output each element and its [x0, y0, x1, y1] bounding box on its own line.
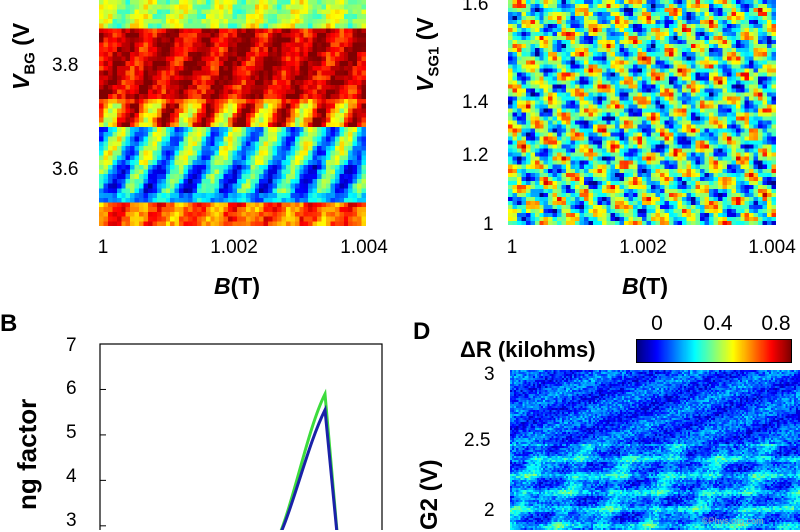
xtick-top-right-0: 1 — [506, 237, 518, 258]
heatmap-top-right — [508, 0, 776, 225]
ytick-panel-b-2: 5 — [66, 422, 77, 443]
colorbar-tick-2: 0.8 — [761, 312, 791, 335]
ytick-panel-b-4: 3 — [66, 510, 77, 531]
heatmap-panel-d — [510, 370, 800, 530]
series-line-1 — [280, 404, 339, 530]
colorbar-title: ΔR (kilohms) — [460, 337, 596, 362]
panel-label-b: B — [0, 310, 18, 337]
panel-label-d: D — [413, 318, 431, 345]
xtick-top-left-1: 1.002 — [210, 237, 258, 258]
ylabel-panel-d: G2 (V) — [416, 459, 443, 530]
colorbar — [636, 339, 792, 363]
ytick-panel-b-0: 7 — [66, 335, 77, 356]
plot-frame-b — [99, 343, 383, 530]
ytick-panel-b-1: 6 — [66, 378, 77, 399]
xlabel-top-left: B(T) — [214, 273, 260, 299]
ytick-top-left-0: 3.8 — [52, 55, 79, 76]
ytick-top-right-2: 1.2 — [462, 145, 489, 166]
xtick-top-right-1: 1.002 — [619, 237, 667, 258]
xtick-top-left-0: 1 — [97, 237, 109, 258]
ytick-top-right-3: 1 — [483, 214, 494, 235]
xtick-top-right-2: 1.004 — [748, 237, 796, 258]
ytick-top-right-1: 1.4 — [462, 92, 489, 113]
heatmap-top-left — [99, 0, 366, 226]
xtick-top-left-2: 1.004 — [340, 237, 388, 258]
xlabel-top-right: B(T) — [622, 273, 668, 299]
ytick-top-right-0: 1.6 — [462, 0, 489, 15]
colorbar-tick-1: 0.4 — [703, 312, 733, 335]
series-line-0 — [279, 388, 339, 530]
ytick-panel-d-1: 2.5 — [464, 430, 491, 451]
ytick-panel-b-3: 4 — [66, 466, 77, 487]
colorbar-tick-0: 0 — [651, 312, 663, 335]
ytick-panel-d-2: 2 — [484, 500, 495, 521]
ytick-panel-d-0: 3 — [484, 364, 495, 385]
watermark: ©Phys.org.com — [702, 516, 764, 526]
ytick-top-left-1: 3.6 — [52, 159, 79, 180]
